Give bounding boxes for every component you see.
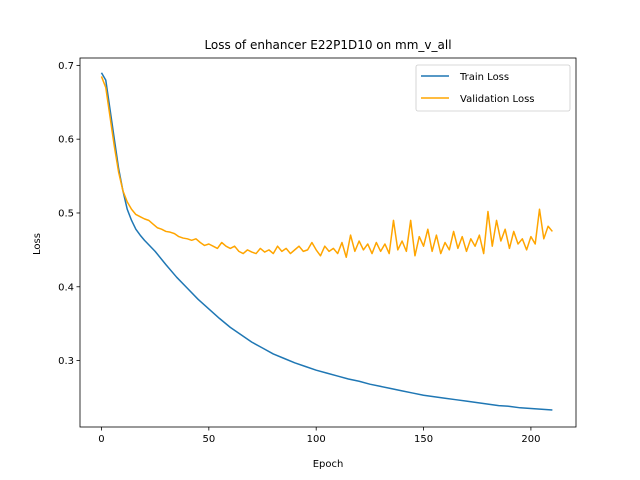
y-tick-label: 0.3 — [58, 356, 74, 367]
y-axis-label: Loss — [32, 233, 43, 255]
x-axis-label: Epoch — [313, 459, 344, 470]
legend-label-0: Train Loss — [459, 72, 509, 83]
series-lines — [100, 72, 553, 411]
y-tick-label: 0.4 — [58, 282, 74, 293]
legend: Train Loss Validation Loss — [415, 64, 571, 112]
y-tick-label: 0.7 — [58, 61, 74, 72]
x-tick-label: 0 — [98, 434, 104, 445]
y-tick-label: 0.6 — [58, 135, 74, 146]
x-tick-label: 100 — [307, 434, 326, 445]
x-axis-ticks: 0 50 100 150 200 — [98, 427, 540, 445]
series-line-0 — [100, 72, 553, 411]
plot-frame — [79, 57, 577, 428]
x-tick-label: 200 — [521, 434, 540, 445]
x-tick-label: 150 — [414, 434, 433, 445]
chart-title: Loss of enhancer E22P1D10 on mm_v_all — [204, 38, 451, 52]
series-line-1 — [100, 76, 553, 259]
x-tick-label: 50 — [202, 434, 215, 445]
legend-box — [415, 64, 571, 112]
legend-label-1: Validation Loss — [460, 94, 535, 105]
y-tick-label: 0.5 — [58, 208, 74, 219]
y-axis-ticks: 0.3 0.4 0.5 0.6 0.7 — [58, 61, 80, 367]
